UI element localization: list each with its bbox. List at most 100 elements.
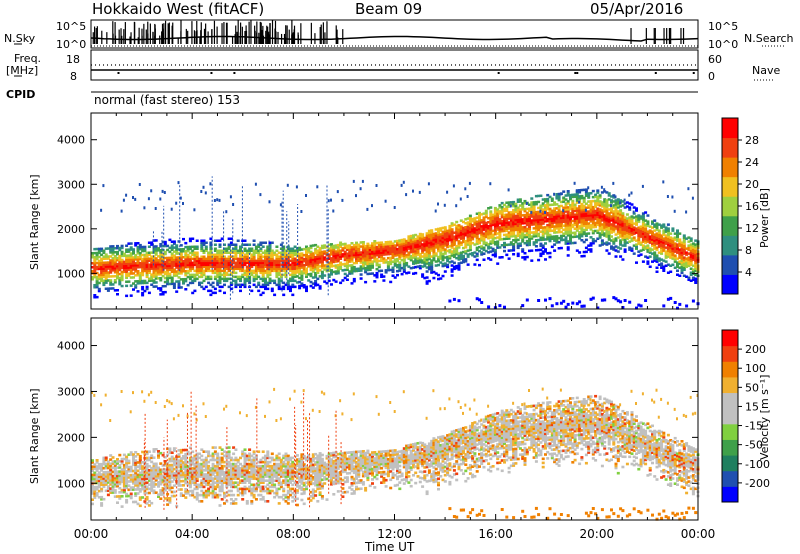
power-cell [569, 231, 572, 235]
power-cell [418, 260, 422, 264]
power-cell [455, 250, 459, 254]
power-cell [584, 216, 588, 219]
power-cell [448, 251, 452, 254]
power-cell [632, 232, 636, 235]
power-cell [132, 252, 135, 255]
power-cell [227, 255, 231, 258]
power-cell [384, 243, 388, 246]
power-cell [475, 212, 479, 215]
power-cell [268, 245, 272, 248]
power-cell [327, 247, 331, 250]
power-cell [559, 236, 563, 240]
power-cell [539, 244, 543, 248]
power-cell [489, 236, 493, 239]
power-cell [209, 277, 213, 281]
power-cell [159, 259, 163, 262]
power-cell [630, 219, 634, 222]
power-cell [157, 263, 160, 266]
power-cell [120, 278, 124, 282]
power-cell [264, 241, 267, 244]
power-cell [685, 275, 689, 278]
power-cell [584, 190, 588, 193]
power-cell [232, 251, 236, 254]
power-cell [359, 277, 363, 280]
power-cell [512, 226, 516, 230]
power-cell [509, 219, 513, 222]
power-cell [402, 258, 406, 261]
power-cell [596, 215, 600, 218]
power-cell [305, 285, 308, 289]
power-cell [480, 239, 484, 242]
power-cell [505, 205, 509, 208]
power-cell [528, 241, 531, 245]
power-cell [175, 244, 179, 247]
power-cell [357, 259, 361, 262]
power-cell [270, 265, 274, 269]
power-cell [534, 218, 538, 222]
power-cell [680, 245, 684, 248]
power-cell [562, 232, 566, 235]
power-cell [462, 236, 465, 240]
power-cell [489, 222, 493, 225]
power-cell [496, 236, 500, 239]
power-cell [239, 265, 242, 269]
power-cell [104, 279, 108, 282]
power-cell [234, 271, 238, 275]
velocity-cell [136, 475, 140, 479]
power-cell [275, 259, 279, 263]
power-cell [125, 244, 129, 247]
power-cell [619, 205, 623, 208]
power-cell [557, 241, 561, 244]
power-cell [252, 239, 256, 242]
power-cell [482, 228, 486, 231]
velocity-cell [129, 453, 133, 456]
power-cell [571, 241, 575, 245]
power-cell [614, 237, 618, 240]
power-cell [425, 252, 429, 255]
power-cell [487, 245, 491, 248]
power-cell [580, 194, 584, 198]
power-cell [694, 253, 698, 256]
power-scatter [673, 209, 676, 213]
velocity-cell [125, 455, 129, 459]
power-cell [147, 259, 151, 262]
power-cell [245, 261, 249, 265]
power-cell [541, 214, 545, 217]
power-cell [327, 273, 331, 276]
power-cell [330, 253, 333, 256]
power-cell [657, 229, 661, 232]
power-cell [525, 233, 529, 237]
power-cell [177, 284, 181, 287]
power-cell [93, 296, 97, 299]
power-cell [553, 235, 557, 238]
power-cell [471, 227, 475, 231]
power-cell [614, 245, 618, 248]
power-cell [653, 239, 657, 242]
power-cell [154, 259, 158, 262]
power-cell [307, 249, 311, 252]
power-cell [400, 246, 404, 250]
velocity-cell [109, 470, 113, 474]
power-cell [450, 264, 454, 267]
power-cell [427, 255, 431, 259]
power-cell [412, 242, 415, 245]
power-cell [330, 271, 333, 274]
power-cell [584, 218, 588, 221]
power-cell [318, 285, 322, 288]
power-cell [691, 244, 695, 247]
power-cell [550, 213, 554, 216]
power-cell [610, 245, 613, 248]
power-cell [434, 234, 438, 237]
power-cell [104, 261, 108, 264]
power-cell [589, 208, 593, 211]
power-cell [416, 251, 420, 254]
power-cell [414, 251, 418, 255]
power-scatter [603, 188, 606, 192]
power-cell [446, 241, 450, 245]
power-cell [127, 266, 131, 269]
power-cell [493, 210, 497, 214]
velocity-cell [125, 478, 129, 481]
power-cell [207, 277, 211, 281]
power-cell [523, 221, 527, 225]
